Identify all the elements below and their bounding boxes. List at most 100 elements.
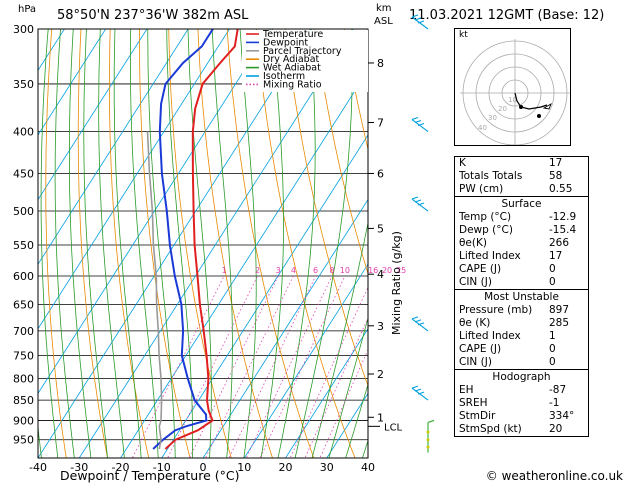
surface-wind-marker <box>426 438 430 442</box>
mixing-ratio-line <box>167 275 258 458</box>
pressure-tick-label: 500 <box>13 205 34 218</box>
isotherm-line <box>38 29 107 136</box>
index-row-totals: Totals Totals 58 <box>455 170 588 183</box>
pressure-tick-label: 450 <box>13 167 34 180</box>
barb-500 <box>411 198 429 212</box>
legend-background <box>242 30 368 92</box>
barb-300 <box>411 16 429 30</box>
wet-adiabat <box>187 29 212 458</box>
hodograph-point-2 <box>537 114 541 118</box>
hodograph-point-1 <box>519 105 523 109</box>
wet-adiabat <box>294 29 353 458</box>
wet-adiabat <box>98 29 125 458</box>
km-tick-label: 6 <box>377 167 384 180</box>
isotherm-line <box>326 392 368 458</box>
legend-label: Mixing Ratio <box>263 79 322 90</box>
dry-adiabat <box>226 29 315 458</box>
index-row-pw: PW (cm) 0.55 <box>455 183 588 196</box>
storm-motion-marker <box>542 102 552 110</box>
hodo-row-stmspd: StmSpd (kt) 20 <box>455 423 588 436</box>
surface-label: Lifted Index <box>459 250 521 262</box>
mu-row-li: Lifted Index 1 <box>455 330 588 343</box>
index-label: K <box>459 157 466 169</box>
wet-adiabat <box>211 29 233 458</box>
hodo-row-stmdir: StmDir 334° <box>455 410 588 423</box>
hodo-label: StmSpd (kt) <box>459 423 522 435</box>
x-tick-label: 0 <box>200 461 207 474</box>
mixing-ratio-label: 20 <box>382 266 392 275</box>
surface-value: 17 <box>549 250 563 262</box>
index-value: 58 <box>549 170 563 182</box>
surface-row-cape: CAPE (J) 0 <box>455 263 588 276</box>
mu-label: θe (K) <box>459 317 491 329</box>
barb-850 <box>411 387 429 401</box>
hodo-value: 334° <box>549 410 575 422</box>
dry-adiabat <box>314 29 368 276</box>
km-tick-label: 4 <box>377 268 384 281</box>
mu-value: 1 <box>549 330 556 342</box>
km-tick-label: 8 <box>377 57 384 70</box>
x-tick-label: -10 <box>153 461 171 474</box>
isotherm-line <box>285 328 368 458</box>
km-unit-label: km <box>376 3 392 14</box>
mu-value: 0 <box>549 356 556 368</box>
wet-adiabat <box>260 29 284 458</box>
wet-adiabat <box>83 29 109 458</box>
mixing-ratio-label: 3 <box>276 266 281 275</box>
km-tick-label: 2 <box>377 368 384 381</box>
hodo-value: -87 <box>549 384 567 396</box>
hodograph-plot: 10 20 30 40 <box>460 39 570 145</box>
surface-row-li: Lifted Index 17 <box>455 250 588 263</box>
mixing-ratio-line <box>228 275 316 458</box>
hodograph-ring-label-10: 10 <box>508 96 517 104</box>
hodograph-ring-label-40: 40 <box>478 124 487 132</box>
legend-label: Temperature <box>262 29 323 40</box>
most-unstable-section-title: Most Unstable <box>455 289 588 304</box>
pressure-tick-label: 350 <box>13 78 34 91</box>
legend-label: Parcel Trajectory <box>263 46 342 57</box>
hodograph-ring-label-30: 30 <box>488 114 497 122</box>
surface-value: 0 <box>549 276 556 288</box>
x-tick-label: 40 <box>361 461 375 474</box>
index-label: PW (cm) <box>459 183 504 195</box>
surface-label: Dewp (°C) <box>459 224 513 236</box>
index-value: 17 <box>549 157 563 169</box>
x-tick-label: -40 <box>29 461 47 474</box>
asl-unit-label: ASL <box>374 16 393 27</box>
surface-wind-marker <box>426 430 430 434</box>
index-label: Totals Totals <box>459 170 523 182</box>
legend-label: Isotherm <box>263 71 305 82</box>
mixing-ratio-label: 10 <box>340 266 350 275</box>
legend-label: Dewpoint <box>263 37 308 48</box>
wet-adiabat <box>345 383 368 458</box>
wet-adiabat <box>277 29 316 458</box>
surface-row-cin: CIN (J) 0 <box>455 276 588 289</box>
plot-frame <box>37 28 369 459</box>
surface-section-title: Surface <box>455 196 588 211</box>
datetime-title: 11.03.2021 12GMT (Base: 12) <box>409 8 605 23</box>
surface-wind-marker <box>426 445 430 449</box>
mixing-ratio-line <box>304 316 368 458</box>
isotherm-line <box>38 29 148 201</box>
wet-adiabat <box>54 29 75 458</box>
pressure-tick-label: 950 <box>13 434 34 447</box>
pressure-tick-label: 750 <box>13 349 34 362</box>
km-tick-label: 1 <box>377 411 384 424</box>
wet-adiabat <box>311 220 368 458</box>
hodo-label: EH <box>459 384 474 396</box>
legend-label: Dry Adiabat <box>263 54 320 65</box>
wind-barbs <box>411 14 429 401</box>
surface-label: CAPE (J) <box>459 263 502 275</box>
wet-adiabat <box>113 29 142 458</box>
km-tick-label: 3 <box>377 320 384 333</box>
surface-value: -12.9 <box>549 211 577 223</box>
hodo-label: SREH <box>459 397 488 409</box>
surface-value: 266 <box>549 237 570 249</box>
mixing-ratio-label: 1 <box>222 266 227 275</box>
isotherm-line <box>202 198 368 458</box>
hodograph-trace <box>514 92 548 110</box>
surface-label: Temp (°C) <box>459 211 512 223</box>
mixing-ratio-line <box>319 348 368 458</box>
